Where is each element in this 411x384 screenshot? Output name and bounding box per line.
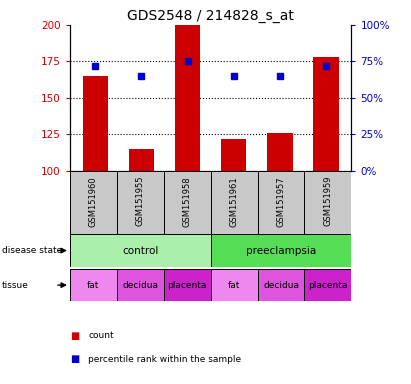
Bar bbox=[210, 234, 351, 267]
Title: GDS2548 / 214828_s_at: GDS2548 / 214828_s_at bbox=[127, 8, 294, 23]
Bar bbox=[70, 234, 210, 267]
Bar bbox=[164, 171, 211, 234]
Text: control: control bbox=[122, 245, 159, 256]
Text: placenta: placenta bbox=[308, 281, 348, 290]
Bar bbox=[313, 57, 339, 171]
Text: disease state: disease state bbox=[2, 246, 62, 255]
Text: GSM151958: GSM151958 bbox=[182, 176, 192, 227]
Text: GSM151960: GSM151960 bbox=[89, 176, 98, 227]
Text: GSM151959: GSM151959 bbox=[323, 176, 332, 227]
Bar bbox=[83, 76, 108, 171]
Bar bbox=[164, 269, 211, 301]
Bar bbox=[210, 171, 258, 234]
Bar bbox=[305, 269, 351, 301]
Text: fat: fat bbox=[228, 281, 240, 290]
Bar bbox=[221, 139, 247, 171]
Text: ■: ■ bbox=[70, 331, 79, 341]
Text: count: count bbox=[88, 331, 114, 341]
Text: decidua: decidua bbox=[122, 281, 158, 290]
Text: placenta: placenta bbox=[168, 281, 207, 290]
Bar bbox=[258, 269, 305, 301]
Bar bbox=[70, 269, 117, 301]
Text: percentile rank within the sample: percentile rank within the sample bbox=[88, 354, 242, 364]
Bar bbox=[175, 25, 200, 171]
Bar bbox=[305, 171, 351, 234]
Bar bbox=[70, 171, 117, 234]
Text: GSM151961: GSM151961 bbox=[230, 176, 239, 227]
Text: tissue: tissue bbox=[2, 281, 29, 290]
Text: GSM151957: GSM151957 bbox=[277, 176, 286, 227]
Text: fat: fat bbox=[87, 281, 99, 290]
Text: GSM151955: GSM151955 bbox=[136, 176, 145, 227]
Text: preeclampsia: preeclampsia bbox=[246, 245, 316, 256]
Bar bbox=[210, 269, 258, 301]
Text: ■: ■ bbox=[70, 354, 79, 364]
Bar bbox=[258, 171, 305, 234]
Bar bbox=[117, 269, 164, 301]
Bar bbox=[117, 171, 164, 234]
Bar bbox=[129, 149, 154, 171]
Text: decidua: decidua bbox=[263, 281, 299, 290]
Bar bbox=[267, 133, 293, 171]
